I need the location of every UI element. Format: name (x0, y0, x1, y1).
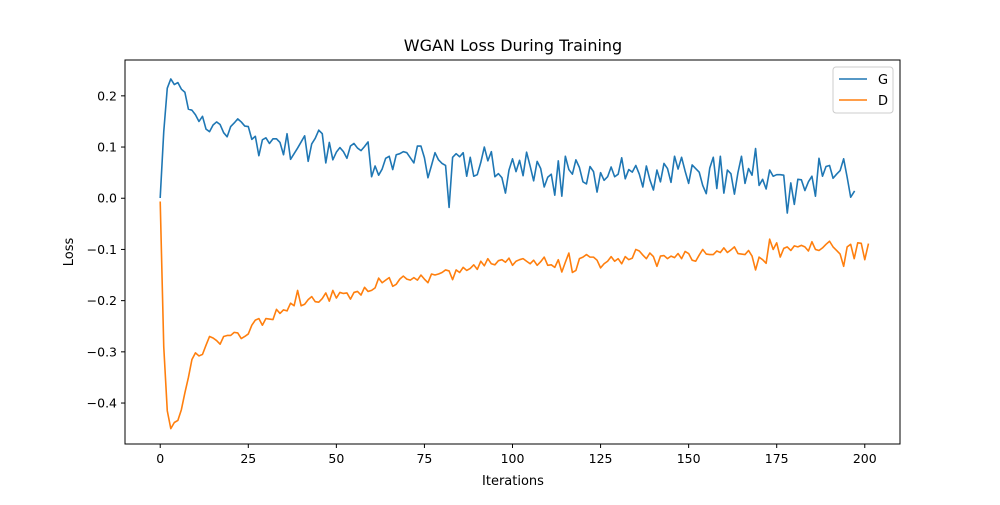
series-line-G (159, 78, 856, 214)
y-tick-label: −0.2 (87, 293, 117, 308)
y-tick-label: 0.2 (97, 88, 117, 103)
x-tick-label: 100 (501, 451, 525, 466)
legend-label-G: G (878, 73, 888, 88)
x-axis-label: Iterations (482, 474, 544, 489)
x-tick-label: 125 (589, 451, 613, 466)
x-tick-label: 175 (765, 451, 789, 466)
x-tick-label: 150 (677, 451, 701, 466)
series-layer (159, 78, 870, 430)
y-tick-label: 0.0 (97, 191, 117, 206)
x-tick-label: 50 (328, 451, 344, 466)
y-tick-label: −0.1 (87, 242, 117, 257)
legend-label-D: D (878, 94, 888, 109)
x-tick-label: 200 (853, 451, 877, 466)
x-tick-label: 75 (416, 451, 432, 466)
chart-title: WGAN Loss During Training (404, 36, 622, 55)
y-axis-ticks: −0.4 −0.3 −0.2 −0.1 0.0 0.1 0.2 (87, 88, 125, 411)
x-tick-label: 25 (240, 451, 256, 466)
x-axis-ticks: 0 25 50 75 100 125 150 175 200 (156, 444, 877, 466)
series-line-D (159, 201, 870, 430)
y-tick-label: −0.4 (87, 396, 117, 411)
y-axis-label: Loss (62, 238, 77, 267)
x-tick-label: 0 (156, 451, 164, 466)
y-tick-label: 0.1 (97, 140, 117, 155)
y-tick-label: −0.3 (87, 344, 117, 359)
legend: GD (832, 66, 894, 114)
